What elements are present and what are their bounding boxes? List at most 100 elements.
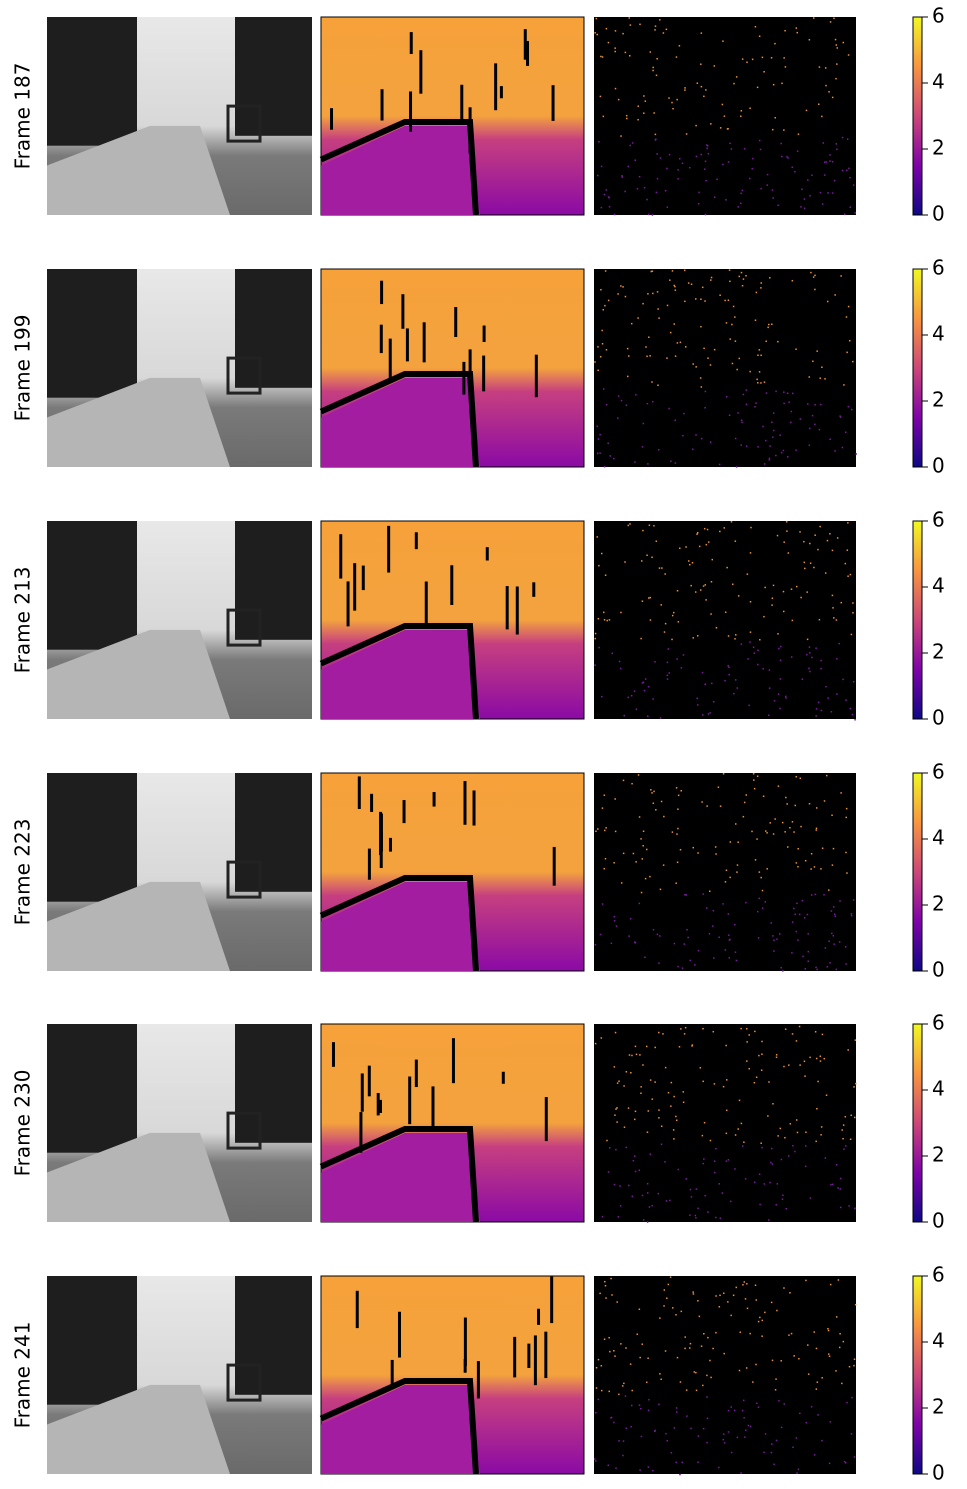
colorbar-tick-label: 2	[932, 892, 945, 916]
sparse-point	[628, 935, 630, 937]
sparse-point	[669, 154, 671, 156]
grayscale-image	[47, 17, 312, 215]
sparse-point	[839, 1347, 841, 1349]
sparse-point	[750, 1426, 752, 1428]
sparse-point	[810, 562, 812, 564]
sparse-point	[633, 1160, 635, 1162]
sparse-point	[665, 190, 667, 192]
sparse-point	[829, 533, 831, 535]
sparse-point	[726, 1079, 728, 1081]
sparse-point	[722, 164, 724, 166]
sparse-point	[669, 672, 671, 674]
sparse-point	[851, 915, 853, 917]
sparse-point	[604, 305, 606, 307]
sparse-point	[675, 355, 677, 357]
sparse-point	[809, 1057, 811, 1059]
sparse-point	[643, 831, 645, 833]
sparse-point	[635, 160, 637, 162]
sparse-point	[807, 914, 809, 916]
colorbar: 0246	[913, 256, 945, 478]
sparse-point	[826, 161, 828, 163]
sparse-point	[780, 1128, 782, 1130]
sparse-point	[757, 87, 759, 89]
frame-row: Frame 1990246	[11, 256, 945, 478]
sparse-point	[707, 1211, 709, 1213]
hole	[380, 281, 383, 304]
sparse-point	[710, 1140, 712, 1142]
hole	[550, 1277, 553, 1323]
sparse-point	[601, 1037, 603, 1039]
sparse-point	[824, 800, 826, 802]
sparse-point	[676, 1411, 678, 1413]
sparse-point	[672, 615, 674, 617]
sparse-point	[737, 1128, 739, 1130]
sparse-point	[808, 951, 810, 953]
sparse-point	[824, 378, 826, 380]
sparse-point	[833, 18, 835, 20]
sparse-point	[615, 88, 617, 90]
sparse-point	[849, 177, 851, 179]
sparse-point	[652, 401, 654, 403]
sparse-point	[804, 917, 806, 919]
sparse-point	[816, 1388, 818, 1390]
sparse-point	[833, 943, 835, 945]
sparse-point	[757, 664, 759, 666]
sparse-point	[795, 449, 797, 451]
sparse-point	[673, 285, 675, 287]
sparse-point	[685, 346, 687, 348]
sparse-point	[741, 110, 743, 112]
sparse-point	[671, 1452, 673, 1454]
sparse-point	[719, 1295, 721, 1297]
sparse-point	[756, 1403, 758, 1405]
sparse-point	[703, 1428, 705, 1430]
sparse-point	[647, 293, 649, 295]
sparse-point	[792, 167, 794, 169]
sparse-point	[839, 415, 841, 417]
sparse-point	[624, 561, 626, 563]
sparse-point	[783, 403, 785, 405]
sparse-point	[631, 695, 633, 697]
sparse-point	[659, 935, 661, 937]
sparse-point	[666, 1440, 668, 1442]
sparse-depth-image	[594, 773, 856, 972]
sparse-point	[752, 158, 754, 160]
sparse-point	[821, 710, 823, 712]
sparse-point	[599, 1293, 601, 1295]
sparse-point	[628, 1185, 630, 1187]
sparse-point	[722, 903, 724, 905]
sparse-point	[691, 283, 693, 285]
sparse-point	[707, 529, 709, 531]
sparse-point	[667, 206, 669, 208]
sparse-point	[651, 1205, 653, 1207]
hole	[535, 355, 538, 398]
sparse-point	[834, 915, 836, 917]
sparse-point	[693, 1293, 695, 1295]
sparse-point	[764, 1312, 766, 1314]
sparse-point	[671, 1082, 673, 1084]
hole	[544, 1332, 547, 1378]
sparse-point	[805, 1145, 807, 1147]
sparse-point	[809, 543, 811, 545]
sparse-point	[763, 1452, 765, 1454]
sparse-point	[834, 180, 836, 182]
sparse-point	[725, 611, 727, 613]
sparse-point	[750, 527, 752, 529]
sparse-point	[600, 289, 602, 291]
sparse-point	[697, 532, 699, 534]
sparse-point	[786, 156, 788, 158]
sparse-point	[791, 656, 793, 658]
sparse-point	[854, 1117, 856, 1119]
sparse-point	[631, 1405, 633, 1407]
hole	[391, 1360, 394, 1386]
sparse-point	[766, 392, 768, 394]
sparse-point	[740, 1028, 742, 1030]
sparse-point	[702, 287, 704, 289]
sparse-point	[734, 638, 736, 640]
sparse-point	[782, 1198, 784, 1200]
sparse-point	[601, 553, 603, 555]
sparse-point	[639, 1309, 641, 1311]
sparse-point	[772, 935, 774, 937]
sparse-point	[609, 619, 611, 621]
sparse-point	[657, 291, 659, 293]
sparse-point	[820, 868, 822, 870]
